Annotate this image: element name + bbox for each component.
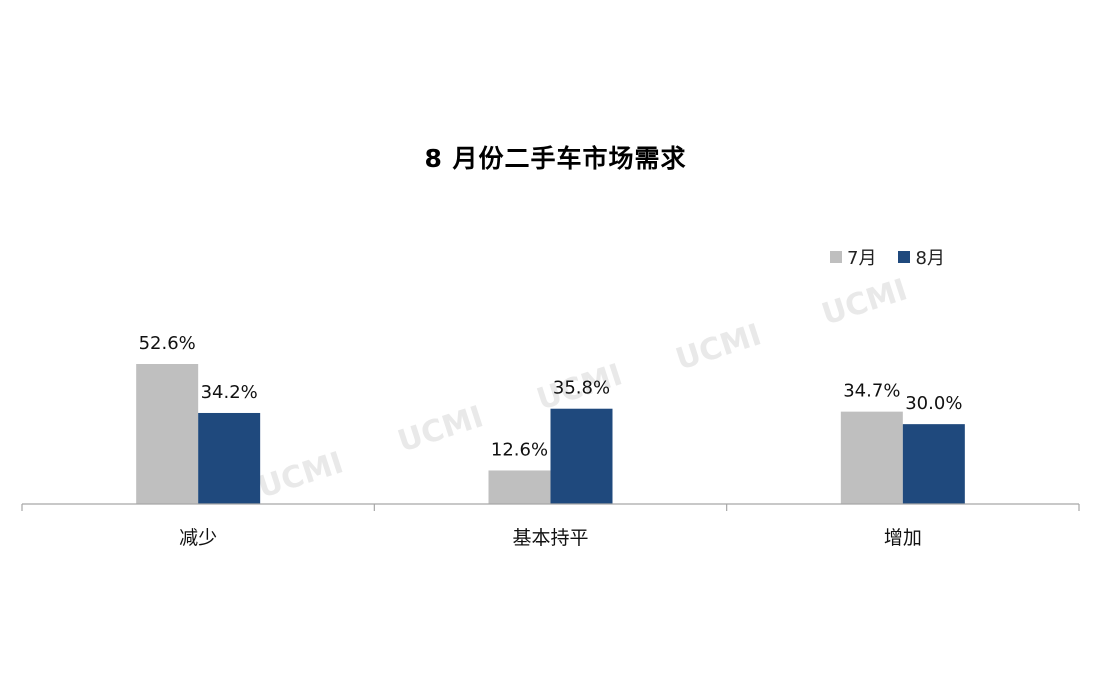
legend: 7月 8月 — [830, 244, 945, 270]
legend-item-series-0: 7月 — [830, 244, 876, 270]
x-tick-label: 基本持平 — [512, 527, 588, 549]
legend-swatch-series-0 — [830, 251, 842, 263]
bar-series-1 — [550, 408, 613, 504]
x-tick-label: 减少 — [179, 527, 217, 549]
bar-series-1 — [902, 424, 965, 504]
watermark-text: UCMI — [818, 272, 912, 332]
data-label: 34.7% — [843, 381, 900, 402]
bar-series-0 — [488, 470, 551, 504]
x-axis — [21, 503, 1080, 511]
data-label: 12.6% — [491, 439, 548, 460]
watermark-text: UCMI — [672, 317, 766, 377]
legend-item-series-1: 8月 — [898, 244, 945, 270]
x-tick-label: 增加 — [884, 527, 922, 549]
bar-series-1 — [198, 412, 261, 504]
data-label: 30.0% — [905, 393, 962, 414]
data-label: 35.8% — [553, 378, 610, 399]
data-label: 52.6% — [139, 333, 196, 354]
bar-series-0 — [840, 411, 903, 504]
chart-title: 8 月份二手车市场需求 — [424, 144, 687, 173]
legend-label-series-1: 8月 — [915, 248, 945, 269]
watermark-text: UCMI — [394, 399, 488, 459]
data-label: 34.2% — [201, 382, 258, 403]
legend-label-series-0: 7月 — [847, 248, 877, 269]
bars-layer — [136, 364, 965, 504]
labels-layer: 减少 52.6% 34.2% 基本持平 12.6% 35.8% 增加 34.7%30.0% — [139, 333, 963, 549]
legend-swatch-series-1 — [898, 251, 911, 263]
bar-series-0 — [136, 364, 199, 504]
watermark-text: UCMI — [254, 445, 348, 505]
